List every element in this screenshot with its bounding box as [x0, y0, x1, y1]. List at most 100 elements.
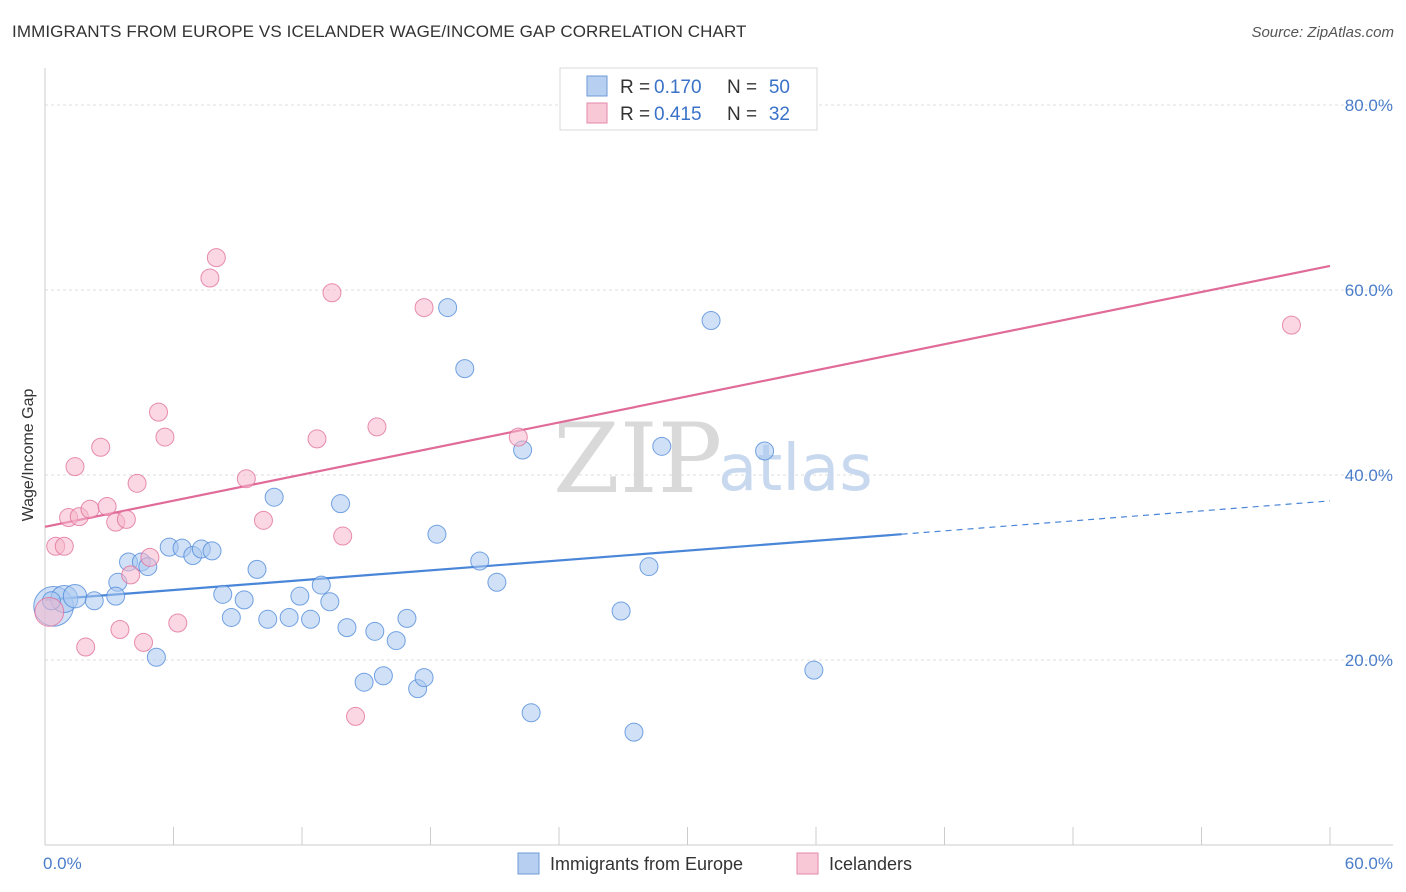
point-icelanders-9 [97, 496, 117, 516]
point-icelanders-13 [121, 565, 141, 585]
series-legend-label-icelanders: Icelanders [829, 854, 912, 874]
point-europe-17 [234, 590, 254, 610]
legend-r-label-1: R = [620, 77, 650, 98]
point-icelanders-18 [155, 427, 175, 447]
point-europe-27 [337, 618, 357, 638]
x-tick-label-min: 0.0% [43, 854, 82, 873]
point-icelanders-7 [80, 499, 100, 519]
point-europe-29 [365, 621, 385, 641]
point-icelanders-31 [1281, 315, 1301, 335]
point-europe-24 [311, 575, 331, 595]
legend-n-value-1: 50 [769, 77, 790, 98]
point-icelanders-17 [149, 402, 169, 422]
point-europe-48 [804, 660, 824, 680]
point-europe-15 [213, 584, 233, 604]
legend-swatch-pink [586, 102, 608, 124]
point-europe-9 [146, 647, 166, 667]
point-icelanders-2 [54, 536, 74, 556]
trendline-icelanders [44, 264, 1331, 528]
y-tick-label-80: 80.0% [1345, 96, 1393, 115]
point-europe-34 [414, 668, 434, 688]
point-europe-14 [202, 541, 222, 561]
point-europe-3 [84, 591, 104, 611]
point-europe-44 [639, 557, 659, 577]
y-tick-label-60: 60.0% [1345, 281, 1393, 300]
point-icelanders-4 [65, 457, 85, 477]
point-icelanders-29 [414, 298, 434, 318]
point-icelanders-14 [127, 473, 147, 493]
y-tick-labels: 20.0% 40.0% 60.0% 80.0% [1345, 96, 1393, 670]
point-europe-25 [320, 592, 340, 612]
point-icelanders-16 [140, 547, 160, 567]
point-icelanders-28 [367, 417, 387, 437]
series-legend-swatch-icelanders [796, 852, 819, 875]
point-icelanders-26 [333, 526, 353, 546]
point-europe-16 [221, 607, 241, 627]
point-icelanders-20 [200, 268, 220, 288]
legend-n-value-2: 32 [769, 104, 790, 125]
point-europe-31 [386, 631, 406, 651]
point-europe-47 [755, 441, 775, 461]
series-legend-label-europe: Immigrants from Europe [550, 854, 743, 874]
point-icelanders-6 [76, 637, 96, 657]
point-europe-41 [521, 703, 541, 723]
point-icelanders-30 [508, 427, 528, 447]
point-icelanders-27 [346, 706, 366, 726]
point-icelanders-24 [307, 429, 327, 449]
point-europe-39 [487, 572, 507, 592]
point-europe-37 [455, 359, 475, 379]
point-europe-21 [279, 607, 299, 627]
point-europe-45 [652, 436, 672, 456]
point-europe-23 [301, 609, 321, 629]
point-europe-42 [611, 601, 631, 621]
point-europe-26 [331, 494, 351, 514]
x-tick-label-max: 60.0% [1345, 854, 1393, 873]
point-icelanders-0 [34, 597, 65, 627]
source-credit: Source: ZipAtlas.com [1251, 24, 1394, 41]
stats-legend: R = 0.170 N = 50 R = 0.415 N = 32 [559, 67, 818, 131]
series-legend-swatch-europe [517, 852, 540, 875]
series-legend: Immigrants from Europe Icelanders [517, 852, 912, 875]
legend-n-label-1: N = [727, 77, 757, 98]
legend-swatch-blue [586, 75, 608, 97]
point-icelanders-12 [116, 509, 136, 529]
point-europe-30 [373, 666, 393, 686]
point-icelanders-19 [168, 613, 188, 633]
legend-r-value-2: 0.415 [654, 104, 702, 125]
point-icelanders-25 [322, 283, 342, 303]
y-tick-label-40: 40.0% [1345, 466, 1393, 485]
point-europe-19 [258, 609, 278, 629]
legend-r-value-1: 0.170 [654, 77, 702, 98]
point-europe-36 [438, 298, 458, 318]
point-europe-5 [106, 586, 126, 606]
axes-layer [44, 68, 1393, 846]
y-tick-label-20: 20.0% [1345, 651, 1393, 670]
point-europe-28 [354, 672, 374, 692]
point-europe-18 [247, 559, 267, 579]
point-europe-46 [701, 311, 721, 331]
point-europe-32 [397, 608, 417, 628]
chart-title: IMMIGRANTS FROM EUROPE VS ICELANDER WAGE… [12, 22, 747, 41]
point-icelanders-21 [206, 248, 226, 268]
point-europe-22 [290, 586, 310, 606]
point-europe-20 [264, 487, 284, 507]
point-europe-43 [624, 722, 644, 742]
point-europe-2 [62, 583, 88, 609]
point-icelanders-22 [236, 469, 256, 489]
trendline-europe-extension [901, 500, 1331, 535]
y-axis-label: Wage/Income Gap [20, 389, 37, 522]
grid-layer [45, 104, 1393, 661]
legend-r-label-2: R = [620, 104, 650, 125]
points-layer [33, 248, 1301, 742]
point-europe-35 [427, 524, 447, 544]
point-icelanders-23 [253, 510, 273, 530]
legend-n-label-2: N = [727, 104, 757, 125]
point-icelanders-11 [110, 619, 130, 639]
point-icelanders-15 [134, 632, 154, 652]
point-icelanders-8 [91, 437, 111, 457]
watermark-zip: ZIP [553, 403, 722, 515]
watermark-atlas: atlas [718, 432, 873, 506]
watermark: ZIP atlas [553, 403, 873, 515]
point-europe-38 [470, 551, 490, 571]
